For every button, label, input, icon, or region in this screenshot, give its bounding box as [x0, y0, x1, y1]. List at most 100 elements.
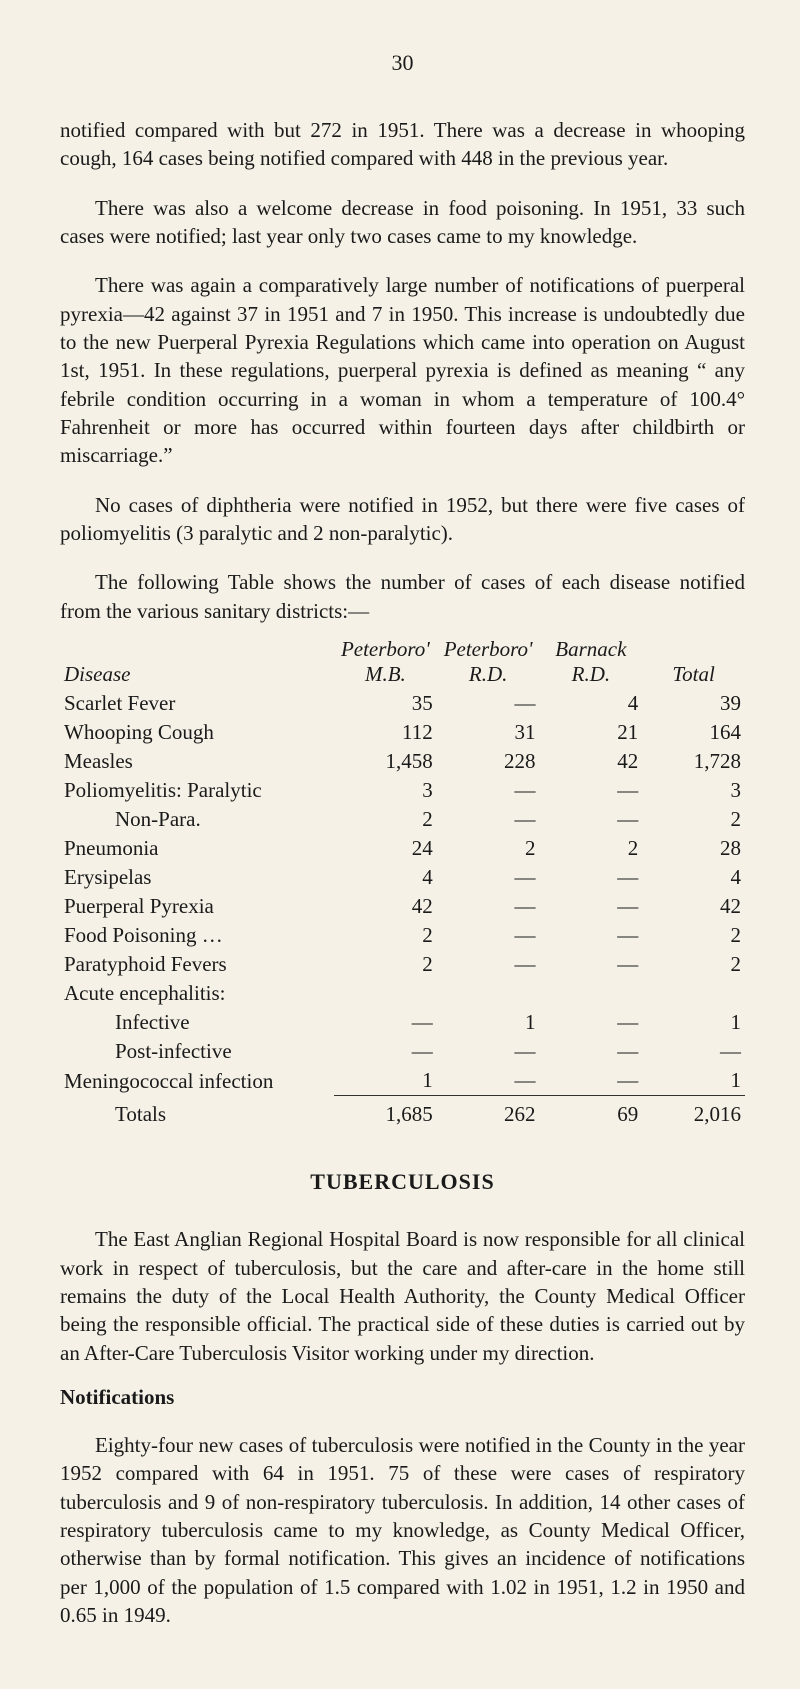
- row-value: —: [540, 892, 643, 921]
- row-value: 164: [642, 718, 745, 747]
- paragraph-4: No cases of diphtheria were notified in …: [60, 491, 745, 548]
- row-label: Paratyphoid Fevers: [60, 950, 334, 979]
- col-header-peterboro-mb: Peterboro' M.B.: [334, 635, 437, 689]
- row-value: —: [642, 1037, 745, 1066]
- subheading-notifications: Notifications: [60, 1385, 745, 1410]
- row-value: —: [437, 863, 540, 892]
- row-value: —: [437, 776, 540, 805]
- row-value: —: [437, 805, 540, 834]
- row-value: 112: [334, 718, 437, 747]
- row-value: —: [437, 950, 540, 979]
- row-value: 1: [642, 1066, 745, 1096]
- row-value: —: [334, 1037, 437, 1066]
- row-value: —: [437, 689, 540, 718]
- row-value: 1: [437, 1008, 540, 1037]
- row-value: —: [540, 863, 643, 892]
- row-value: [437, 979, 540, 1008]
- row-value: —: [437, 892, 540, 921]
- totals-value: 2,016: [642, 1096, 745, 1130]
- col-header-barnack-rd: Barnack R.D.: [540, 635, 643, 689]
- row-label: Meningococcal infection: [60, 1066, 334, 1096]
- section-heading-tuberculosis: TUBERCULOSIS: [60, 1169, 745, 1195]
- row-value: 2: [334, 950, 437, 979]
- row-value: —: [540, 1066, 643, 1096]
- row-label: Scarlet Fever: [60, 689, 334, 718]
- row-value: —: [540, 921, 643, 950]
- paragraph-2: There was also a welcome decrease in foo…: [60, 194, 745, 251]
- row-value: 1: [334, 1066, 437, 1096]
- row-label: Food Poisoning …: [60, 921, 334, 950]
- row-value: —: [540, 1008, 643, 1037]
- row-value: 2: [642, 950, 745, 979]
- paragraph-5: The following Table shows the number of …: [60, 568, 745, 625]
- disease-table-wrap: Disease Peterboro' M.B. Peterboro' R.D. …: [60, 635, 745, 1129]
- row-value: 1: [642, 1008, 745, 1037]
- row-value: 4: [540, 689, 643, 718]
- totals-value: 1,685: [334, 1096, 437, 1130]
- row-label: Pneumonia: [60, 834, 334, 863]
- row-value: 1,728: [642, 747, 745, 776]
- row-value: 3: [334, 776, 437, 805]
- row-value: 35: [334, 689, 437, 718]
- row-value: 24: [334, 834, 437, 863]
- row-value: 42: [334, 892, 437, 921]
- row-label: Non-Para.: [60, 805, 334, 834]
- col-header-total: Total: [642, 635, 745, 689]
- table-row: Measles1,458228421,728: [60, 747, 745, 776]
- row-value: 31: [437, 718, 540, 747]
- row-value: 3: [642, 776, 745, 805]
- table-row: Erysipelas4——4: [60, 863, 745, 892]
- row-value: 2: [334, 921, 437, 950]
- table-row: Whooping Cough1123121164: [60, 718, 745, 747]
- row-value: 2: [642, 921, 745, 950]
- row-value: 1,458: [334, 747, 437, 776]
- row-value: —: [437, 921, 540, 950]
- row-value: [642, 979, 745, 1008]
- row-label: Infective: [60, 1008, 334, 1037]
- row-value: —: [540, 805, 643, 834]
- row-value: 2: [437, 834, 540, 863]
- row-value: —: [437, 1037, 540, 1066]
- table-row: Puerperal Pyrexia42——42: [60, 892, 745, 921]
- paragraph-3: There was again a comparatively large nu…: [60, 271, 745, 469]
- row-label: Post-infective: [60, 1037, 334, 1066]
- totals-label: Totals: [60, 1096, 334, 1130]
- table-body: Scarlet Fever35—439Whooping Cough1123121…: [60, 689, 745, 1129]
- table-totals-row: Totals1,685262692,016: [60, 1096, 745, 1130]
- row-value: 4: [642, 863, 745, 892]
- table-row: Meningococcal infection1——1: [60, 1066, 745, 1096]
- table-row: Paratyphoid Fevers2——2: [60, 950, 745, 979]
- row-label: Acute encephalitis:: [60, 979, 334, 1008]
- row-value: 2: [642, 805, 745, 834]
- row-value: [540, 979, 643, 1008]
- row-label: Whooping Cough: [60, 718, 334, 747]
- table-header-row: Disease Peterboro' M.B. Peterboro' R.D. …: [60, 635, 745, 689]
- row-value: —: [540, 950, 643, 979]
- table-row: Infective—1—1: [60, 1008, 745, 1037]
- row-value: —: [334, 1008, 437, 1037]
- row-value: 39: [642, 689, 745, 718]
- row-value: 42: [642, 892, 745, 921]
- paragraph-7: Eighty-four new cases of tuberculosis we…: [60, 1431, 745, 1629]
- row-value: 228: [437, 747, 540, 776]
- paragraph-6: The East Anglian Regional Hospital Board…: [60, 1225, 745, 1367]
- row-label: Puerperal Pyrexia: [60, 892, 334, 921]
- col-header-peterboro-rd: Peterboro' R.D.: [437, 635, 540, 689]
- row-value: —: [540, 1037, 643, 1066]
- row-value: 4: [334, 863, 437, 892]
- row-label: Measles: [60, 747, 334, 776]
- document-page: 30 notified compared with but 272 in 195…: [0, 0, 800, 1689]
- table-row: Pneumonia242228: [60, 834, 745, 863]
- table-row: Scarlet Fever35—439: [60, 689, 745, 718]
- totals-value: 262: [437, 1096, 540, 1130]
- row-value: 2: [540, 834, 643, 863]
- row-value: 28: [642, 834, 745, 863]
- row-label: Poliomyelitis: Paralytic: [60, 776, 334, 805]
- row-label: Erysipelas: [60, 863, 334, 892]
- table-row: Post-infective————: [60, 1037, 745, 1066]
- table-row: Acute encephalitis:: [60, 979, 745, 1008]
- table-row: Food Poisoning …2——2: [60, 921, 745, 950]
- row-value: —: [437, 1066, 540, 1096]
- paragraph-1: notified compared with but 272 in 1951. …: [60, 116, 745, 173]
- row-value: [334, 979, 437, 1008]
